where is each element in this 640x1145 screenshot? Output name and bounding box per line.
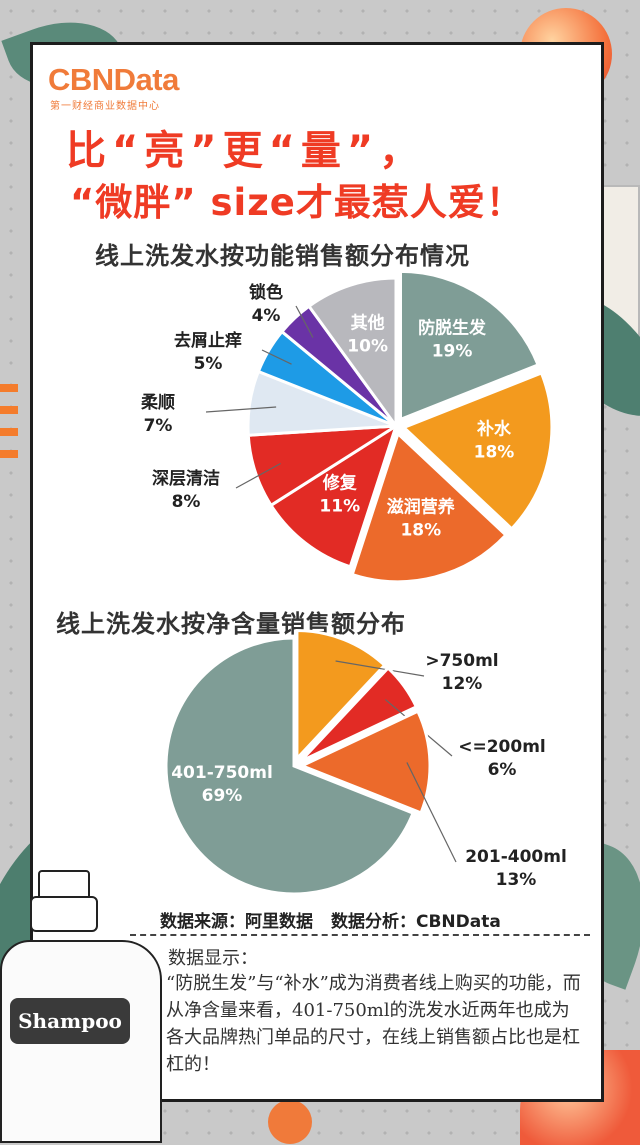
function-pie-leader-line bbox=[235, 462, 281, 489]
note-body: “防脱生发”与“补水”成为消费者线上购买的功能，而从净含量来看，401-750m… bbox=[166, 973, 581, 1075]
volume-pie-slice-label: >750ml bbox=[425, 651, 498, 671]
volume-pie-slice-value: 13% bbox=[496, 870, 537, 890]
function-pie-slice-value: 4% bbox=[252, 306, 281, 326]
bottle-label: Shampoo bbox=[10, 998, 130, 1044]
volume-pie-leader-line bbox=[335, 660, 425, 677]
function-pie-slice-value: 5% bbox=[194, 354, 223, 374]
infographic-card bbox=[30, 42, 604, 1102]
data-analysis: 数据分析：CBNData bbox=[331, 912, 501, 932]
function-pie-slice bbox=[306, 276, 398, 431]
volume-pie-slice bbox=[164, 636, 415, 896]
function-pie-slice-value: 7% bbox=[144, 416, 173, 436]
chart-title-function: 线上洗发水按功能销售额分布情况 bbox=[95, 242, 470, 270]
function-pie-slice-label: 其他 bbox=[351, 313, 385, 334]
function-pie-slice bbox=[268, 422, 399, 569]
function-pie-slice bbox=[398, 269, 541, 422]
note-title: 数据显示： bbox=[168, 948, 258, 969]
chart-title-volume: 线上洗发水按净含量销售额分布 bbox=[56, 610, 406, 638]
function-pie-slice-value: 18% bbox=[400, 521, 441, 541]
volume-pie-slice-value: 12% bbox=[442, 674, 483, 694]
brand-subtitle: 第一财经商业数据中心 bbox=[50, 101, 160, 112]
function-pie-slice-label: 深层清洁 bbox=[152, 468, 220, 489]
volume-pie-slice-label: 401-750ml bbox=[171, 763, 273, 783]
volume-pie-leader-line bbox=[406, 762, 457, 863]
function-pie-slice-label: 补水 bbox=[476, 419, 512, 440]
function-pie-slice-label: 滋润营养 bbox=[387, 497, 456, 518]
function-pie-leader-line bbox=[205, 406, 277, 413]
function-pie-slice-value: 18% bbox=[474, 443, 515, 463]
function-pie-slice-label: 锁色 bbox=[249, 282, 283, 303]
function-pie-slice-value: 19% bbox=[432, 341, 473, 361]
volume-pie-slice bbox=[295, 629, 387, 763]
function-pie-slice-value: 8% bbox=[172, 492, 201, 512]
function-pie-slice-value: 10% bbox=[347, 337, 388, 357]
data-source: 数据来源：阿里数据 bbox=[160, 912, 313, 932]
stripe-decoration bbox=[0, 384, 18, 464]
orange-ball-decoration bbox=[268, 1100, 312, 1144]
divider bbox=[130, 934, 590, 936]
function-pie-leader-line bbox=[295, 305, 314, 338]
function-pie-slice-label: 去屑止痒 bbox=[174, 330, 242, 351]
function-pie-slice bbox=[350, 431, 508, 584]
volume-pie-slice-value: 6% bbox=[488, 760, 517, 780]
volume-pie-slice-value: 69% bbox=[202, 786, 243, 806]
volume-pie-slice-label: <=200ml bbox=[458, 737, 546, 757]
shampoo-bottle-illustration: Shampoo bbox=[0, 870, 162, 1143]
brand-logo: CBNData bbox=[48, 62, 179, 97]
function-pie-slice bbox=[401, 371, 554, 531]
headline-line-2: “微胖” size才最惹人爱！ bbox=[70, 181, 524, 224]
function-pie-slice-label: 防脱生发 bbox=[418, 317, 487, 338]
volume-pie-slice-label: 201-400ml bbox=[465, 847, 567, 867]
function-pie-leader-line bbox=[261, 349, 292, 365]
function-pie-slice-label: 柔顺 bbox=[141, 393, 175, 413]
volume-pie-slice bbox=[299, 665, 419, 763]
function-pie-slice-label: 修复 bbox=[322, 473, 358, 494]
function-pie-slice-value: 11% bbox=[319, 497, 360, 517]
data-source-line: 数据来源：阿里数据 数据分析：CBNData bbox=[160, 907, 501, 932]
volume-pie-slice bbox=[298, 709, 432, 815]
headline-line-1: 比“亮”更“量”， bbox=[66, 128, 426, 174]
